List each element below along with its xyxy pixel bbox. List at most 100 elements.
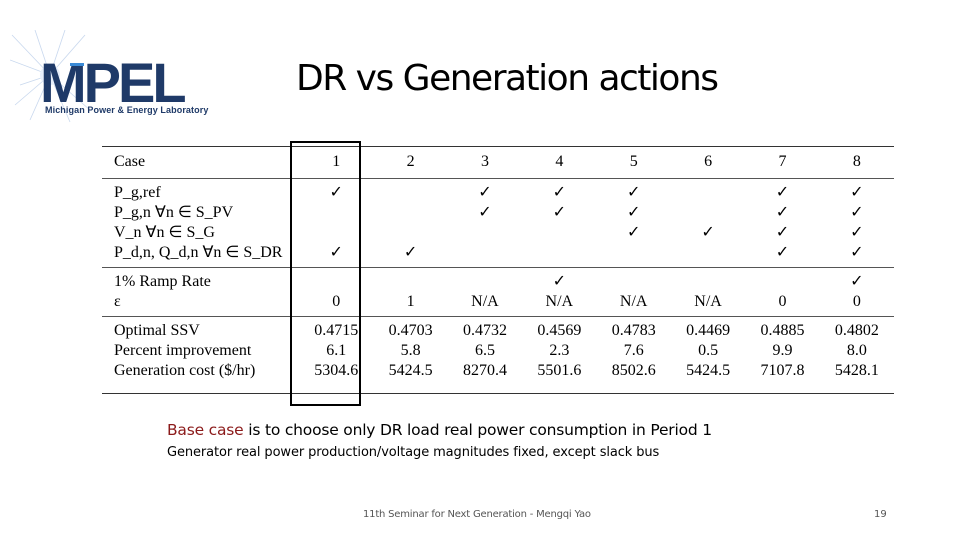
table-cell: ✓ (552, 204, 567, 221)
table-cell: 5.8 (400, 342, 421, 359)
table-cell (447, 267, 523, 292)
table-cell (373, 203, 447, 223)
table-header-row: Case 1 2 3 4 5 6 7 8 (102, 146, 894, 179)
table-row: P_g,n ∀n ∈ S_PV ✓ ✓ ✓ ✓ ✓ (102, 203, 894, 223)
table-cell: ✓ (775, 224, 790, 241)
logo-subtitle: Michigan Power & Energy Laboratory (45, 105, 209, 115)
note-line-2: Generator real power production/voltage … (167, 445, 660, 460)
table-cell (373, 223, 447, 243)
table-cell: 8.0 (846, 342, 867, 359)
case-1-highlight-box (290, 141, 361, 406)
table-row: V_n ∀n ∈ S_G ✓ ✓ ✓ ✓ (102, 223, 894, 243)
table-cell: ✓ (447, 178, 523, 203)
table-cell: 9.9 (772, 342, 793, 359)
table-cell: ✓ (850, 204, 864, 221)
mpel-logo: MPEL (10, 30, 188, 123)
table-cell: 0.4469 (670, 316, 746, 341)
table-cell (448, 243, 522, 268)
table-cell (671, 243, 745, 268)
row-label: ε (114, 293, 121, 310)
table-cell (373, 178, 448, 203)
header-case-6: 6 (704, 153, 713, 170)
row-label: V_n ∀n ∈ S_G (114, 224, 215, 241)
row-label: P_g,ref (102, 178, 299, 203)
row-label: P_d,n, Q_d,n ∀n ∈ S_DR (114, 244, 283, 261)
table-cell: ✓ (522, 267, 597, 292)
header-case-7: 7 (778, 153, 787, 170)
table-cell: ✓ (745, 178, 820, 203)
table-cell (522, 223, 596, 243)
table-top-rule (102, 146, 894, 147)
header-case-4: 4 (555, 153, 564, 170)
table-cell: ✓ (819, 178, 894, 203)
table-cell: 0.4802 (819, 316, 894, 341)
table-cell (596, 267, 671, 292)
table-cell: 5304.6 (314, 362, 359, 379)
table-row: P_d,n, Q_d,n ∀n ∈ S_DR ✓ ✓ ✓ ✓ (102, 243, 894, 268)
table-cell: 7107.8 (760, 362, 805, 379)
row-label: Optimal SSV (102, 316, 299, 341)
table-cell: ✓ (850, 244, 864, 261)
table-cell: 8270.4 (462, 362, 507, 379)
note-line-1: Base case is to choose only DR load real… (167, 421, 712, 439)
table-row: Generation cost ($/hr) 5304.6 5424.5 8270.4… (102, 361, 894, 385)
table-cell: ✓ (596, 178, 671, 203)
table-cell: N/A (545, 293, 574, 310)
row-label: 1% Ramp Rate (102, 267, 299, 292)
table-row: P_g,ref ✓ ✓ ✓ ✓ ✓ ✓ (102, 178, 894, 203)
table-cell: 2.3 (549, 342, 570, 359)
table-cell: 0 (778, 293, 787, 310)
table-cell: N/A (471, 293, 499, 310)
table-cell (670, 267, 746, 292)
table-cell: 5424.5 (686, 362, 731, 379)
note-highlight: Base case (167, 421, 244, 439)
table-cell (670, 178, 746, 203)
table-cell: 0.4732 (447, 316, 523, 341)
table-cell: ✓ (522, 178, 597, 203)
header-case-8: 8 (852, 153, 861, 170)
table-cell: N/A (694, 293, 722, 310)
table-cell (745, 267, 820, 292)
table-cell: ✓ (850, 224, 864, 241)
table-cell (597, 243, 671, 268)
table-cell: ✓ (329, 244, 343, 261)
logo-text: MPEL (40, 51, 185, 114)
table-row: Percent improvement 6.1 5.8 6.5 2.3 7.6 0.5 9.9… (102, 341, 894, 361)
header-case-1: 1 (332, 153, 341, 170)
table-cell: 1 (406, 293, 415, 310)
table-row: ε 0 1 N/A N/A N/A N/A 0 0 (102, 292, 894, 317)
table-cell: 6.5 (474, 342, 495, 359)
table-cell: 0 (852, 293, 861, 310)
table-cell: 6.1 (326, 342, 347, 359)
table-cell: ✓ (403, 244, 418, 261)
header-case: Case (114, 153, 146, 170)
table-cell: ✓ (478, 204, 492, 221)
note-rest: is to choose only DR load real power con… (243, 421, 712, 439)
page-number: 19 (874, 509, 887, 520)
table-cell: ✓ (775, 204, 790, 221)
header-case-5: 5 (629, 153, 638, 170)
table-row: 1% Ramp Rate ✓ ✓ (102, 267, 894, 292)
table-row: Optimal SSV 0.4715 0.4703 0.4732 0.4569 0.478… (102, 316, 894, 341)
footer-text: 11th Seminar for Next Generation - Mengq… (363, 509, 591, 520)
table-cell: 0.4569 (522, 316, 597, 341)
row-label: P_g,n ∀n ∈ S_PV (114, 204, 234, 221)
table-cell: ✓ (701, 224, 715, 241)
row-label: Generation cost ($/hr) (114, 362, 256, 379)
table-cell: 0.5 (698, 342, 719, 359)
table-cell: 5424.5 (388, 362, 433, 379)
table-cell (448, 223, 522, 243)
slide-title: DR vs Generation actions (296, 58, 719, 99)
table-cell: 5501.6 (537, 362, 582, 379)
header-case-3: 3 (480, 153, 489, 170)
table-cell: 0.4783 (596, 316, 671, 341)
table-cell (671, 203, 745, 223)
table-cell: 0.4703 (373, 316, 448, 341)
table-cell: 8502.6 (611, 362, 656, 379)
table-bottom-rule (102, 393, 894, 394)
table-cell: 7.6 (623, 342, 644, 359)
table-cell: 5428.1 (834, 362, 879, 379)
table-cell (522, 243, 596, 268)
table-cell: 0.4885 (745, 316, 820, 341)
table-cell: ✓ (626, 204, 641, 221)
